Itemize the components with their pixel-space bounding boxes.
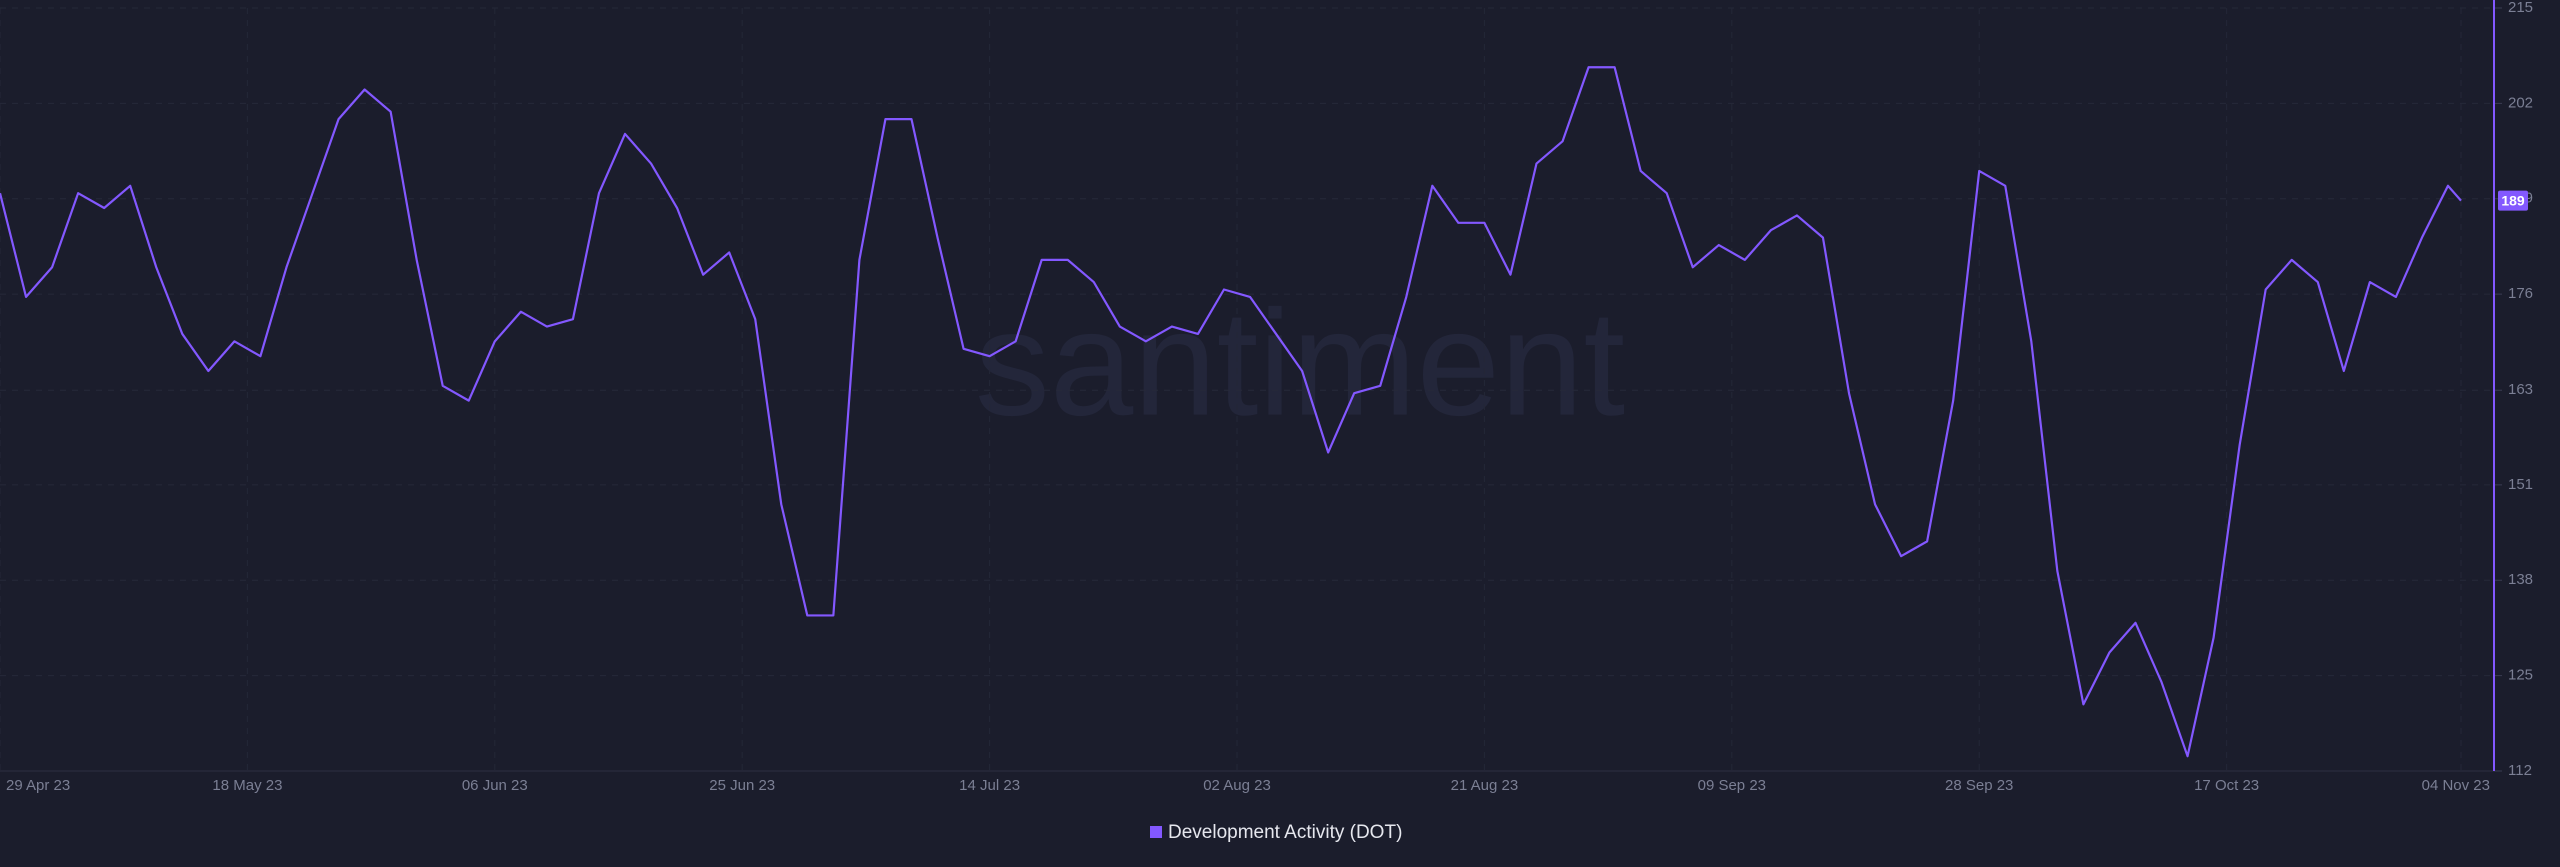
y-tick-label: 215 — [2508, 0, 2533, 16]
x-tick-label: 29 Apr 23 — [6, 777, 70, 794]
x-tick-label: 28 Sep 23 — [1945, 777, 2013, 794]
data-line — [0, 66, 2462, 758]
watermark: santiment — [975, 279, 1625, 447]
x-tick-label: 18 May 23 — [212, 777, 282, 794]
x-tick-label: 02 Aug 23 — [1203, 777, 1271, 794]
y-tick-label: 151 — [2508, 476, 2533, 493]
y-tick-label: 202 — [2508, 94, 2533, 111]
y-tick-label: 112 — [2508, 762, 2532, 779]
y-tick-label: 176 — [2508, 285, 2533, 302]
y-tick-label: 163 — [2508, 381, 2533, 398]
x-tick-label: 17 Oct 23 — [2194, 777, 2259, 794]
y-tick-label: 138 — [2508, 571, 2533, 588]
legend-swatch — [1150, 826, 1162, 838]
x-tick-label: 09 Sep 23 — [1698, 777, 1766, 794]
y-tick-label: 125 — [2508, 667, 2533, 684]
x-tick-label: 14 Jul 23 — [959, 777, 1020, 794]
x-tick-label: 21 Aug 23 — [1451, 777, 1519, 794]
current-value-badge — [2498, 190, 2528, 211]
current-value-label: 189 — [2501, 192, 2525, 208]
x-tick-label: 25 Jun 23 — [709, 777, 775, 794]
x-tick-label: 06 Jun 23 — [462, 777, 528, 794]
legend-label: Development Activity (DOT) — [1168, 822, 1402, 843]
x-tick-label: 04 Nov 23 — [2422, 777, 2490, 794]
